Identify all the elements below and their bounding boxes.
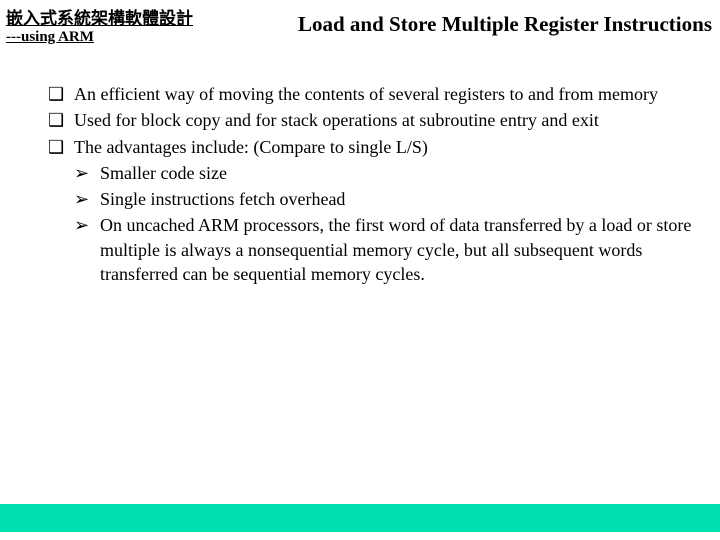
bullet-row: ➢On uncached ARM processors, the first w… <box>74 213 692 286</box>
bullet-row: ➢Single instructions fetch overhead <box>74 187 692 211</box>
course-subtitle: ---using ARM <box>6 29 193 46</box>
course-name-cjk: 嵌入式系統架構軟體設計 <box>6 4 193 29</box>
slide-title: Load and Store Multiple Register Instruc… <box>298 12 712 37</box>
sub-bullet-text: On uncached ARM processors, the first wo… <box>100 213 692 286</box>
sub-bullet-text: Single instructions fetch overhead <box>100 187 692 211</box>
bullet-row: ➢Smaller code size <box>74 161 692 185</box>
arrow-bullet-icon: ➢ <box>74 213 100 237</box>
square-bullet-icon: ❑ <box>48 135 74 159</box>
bullet-text: The advantages include: (Compare to sing… <box>74 135 692 159</box>
bullet-text: An efficient way of moving the contents … <box>74 82 692 106</box>
bullet-row: ❑The advantages include: (Compare to sin… <box>48 135 692 159</box>
arrow-bullet-icon: ➢ <box>74 161 100 185</box>
slide-content: ❑An efficient way of moving the contents… <box>48 82 692 288</box>
bullet-row: ❑Used for block copy and for stack opera… <box>48 108 692 132</box>
bullet-text: Used for block copy and for stack operat… <box>74 108 692 132</box>
arrow-bullet-icon: ➢ <box>74 187 100 211</box>
square-bullet-icon: ❑ <box>48 82 74 106</box>
footer-bar <box>0 504 720 532</box>
square-bullet-icon: ❑ <box>48 108 74 132</box>
sub-bullet-text: Smaller code size <box>100 161 692 185</box>
bullet-row: ❑An efficient way of moving the contents… <box>48 82 692 106</box>
header-left: 嵌入式系統架構軟體設計 ---using ARM <box>6 4 193 46</box>
sub-list: ➢Smaller code size➢Single instructions f… <box>74 161 692 286</box>
